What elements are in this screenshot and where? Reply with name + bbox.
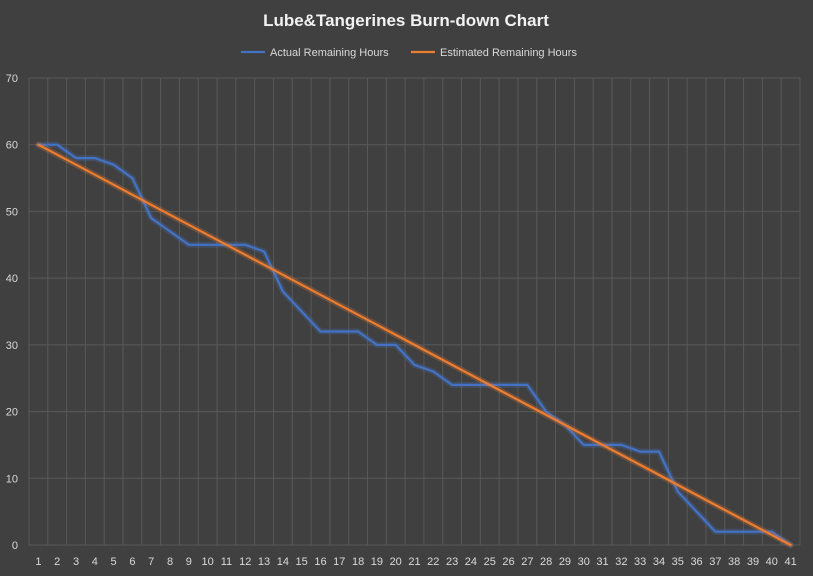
x-tick-label: 5 <box>111 556 117 568</box>
x-tick-label: 14 <box>277 556 289 568</box>
x-tick-label: 4 <box>92 556 98 568</box>
x-tick-label: 24 <box>465 556 477 568</box>
x-tick-label: 19 <box>371 556 383 568</box>
y-tick-label: 60 <box>6 140 18 152</box>
x-tick-label: 33 <box>634 556 646 568</box>
y-tick-label: 40 <box>6 273 18 285</box>
x-tick-label: 3 <box>73 556 79 568</box>
x-tick-label: 17 <box>333 556 345 568</box>
x-tick-label: 22 <box>427 556 439 568</box>
y-axis-ticks: 0 10 20 30 40 50 60 70 <box>6 73 18 552</box>
x-tick-label: 26 <box>502 556 514 568</box>
x-tick-label: 28 <box>540 556 552 568</box>
x-tick-label: 18 <box>352 556 364 568</box>
x-tick-label: 20 <box>390 556 402 568</box>
x-tick-label: 11 <box>221 556 232 568</box>
x-axis-ticks: 1 2 3 4 5 6 7 8 9 10 11 12 13 14 15 16 17 18 19 20 21 22 23 24 2… <box>35 556 796 568</box>
x-tick-label: 7 <box>148 556 154 568</box>
x-tick-label: 39 <box>747 556 759 568</box>
legend-label-actual-remaining-hours: Actual Remaining Hours <box>270 47 389 59</box>
legend-label-estimated-remaining-hours: Estimated Remaining Hours <box>440 47 577 59</box>
x-tick-label: 29 <box>559 556 571 568</box>
x-tick-label: 10 <box>202 556 214 568</box>
x-tick-label: 25 <box>484 556 496 568</box>
x-tick-label: 36 <box>690 556 702 568</box>
gridlines <box>28 77 801 546</box>
x-tick-label: 21 <box>408 556 420 568</box>
x-tick-label: 15 <box>296 556 308 568</box>
x-tick-label: 30 <box>578 556 590 568</box>
y-tick-label: 30 <box>6 340 18 352</box>
y-tick-label: 10 <box>6 473 18 485</box>
series-line-estimated-remaining-hours <box>37 143 792 547</box>
x-tick-label: 37 <box>709 556 721 568</box>
x-tick-label: 32 <box>615 556 627 568</box>
x-tick-label: 12 <box>239 556 251 568</box>
x-tick-label: 27 <box>521 556 533 568</box>
x-tick-label: 41 <box>784 556 796 568</box>
series-lines <box>35 141 794 548</box>
chart-legend: Actual Remaining Hours Estimated Remainin… <box>241 47 577 59</box>
x-tick-label: 31 <box>596 556 608 568</box>
y-tick-label: 50 <box>6 206 18 218</box>
x-tick-label: 16 <box>314 556 326 568</box>
x-tick-label: 8 <box>167 556 173 568</box>
x-tick-label: 1 <box>35 556 41 568</box>
chart-title: Lube&Tangerines Burn-down Chart <box>263 11 549 30</box>
x-tick-label: 9 <box>186 556 192 568</box>
x-tick-label: 6 <box>129 556 135 568</box>
x-tick-label: 35 <box>672 556 684 568</box>
y-tick-label: 70 <box>6 73 18 85</box>
y-tick-label: 0 <box>12 540 18 552</box>
x-tick-label: 23 <box>446 556 458 568</box>
y-tick-label: 20 <box>6 407 18 419</box>
x-tick-label: 38 <box>728 556 740 568</box>
x-tick-label: 34 <box>653 556 665 568</box>
x-tick-label: 2 <box>54 556 60 568</box>
series-line-actual-remaining-hours <box>37 143 792 547</box>
x-tick-label: 40 <box>766 556 778 568</box>
x-tick-label: 13 <box>258 556 270 568</box>
